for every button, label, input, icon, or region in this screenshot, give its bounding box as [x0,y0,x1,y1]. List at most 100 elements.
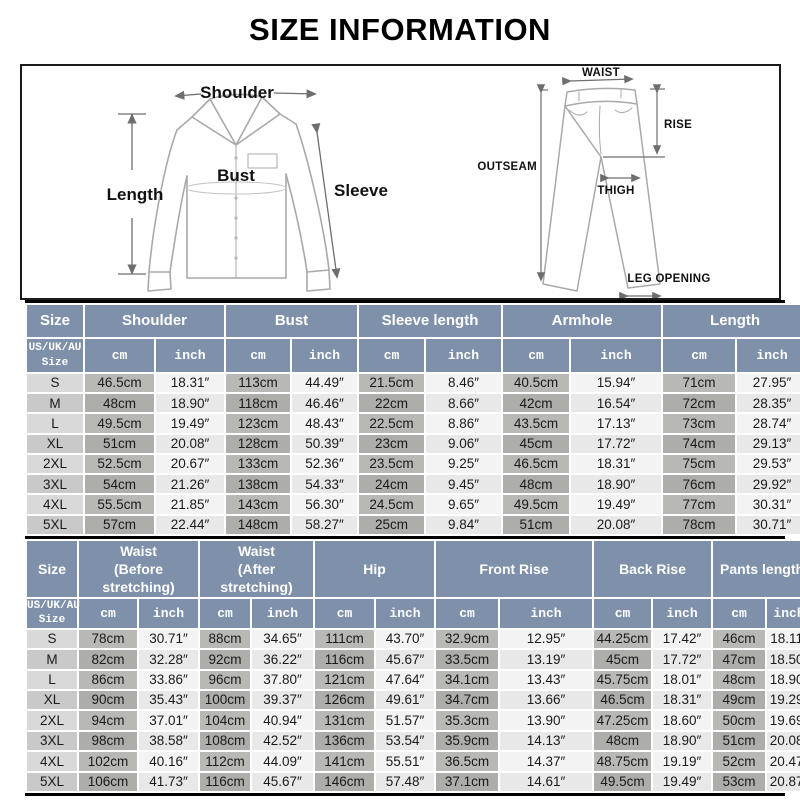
inch-value: 30.71″ [737,515,800,534]
inch-value: 13.19″ [500,650,593,669]
cm-value: 102cm [79,752,137,771]
unit-header-inch: inch [653,598,712,628]
cm-value: 46.5cm [503,454,570,474]
table-row: S 78cm 30.71″ 88cm 34.65″ 111cm 43.70″ 32.9cm 12… [27,629,800,649]
inch-value: 9.45″ [426,475,502,494]
inch-value: 29.53″ [737,454,800,474]
cm-value: 55.5cm [85,495,154,514]
inch-value: 34.65″ [252,629,314,649]
leg-opening-label: LEG OPENING [627,273,710,285]
inch-value: 9.06″ [426,434,502,453]
cm-value: 45cm [594,650,652,669]
cm-value: 133cm [226,454,291,474]
column-header: Waist (After stretching) [200,541,314,597]
cm-value: 22cm [359,394,425,413]
inch-value: 52.36″ [292,454,358,474]
shirt-buttons [234,156,238,260]
inch-value: 28.74″ [737,414,800,433]
unit-header-cm: cm [503,339,570,372]
inch-value: 13.90″ [500,711,593,730]
inch-value: 18.90″ [653,731,712,751]
inch-value: 33.86″ [139,670,199,690]
inch-value: 20.08″ [156,434,225,453]
column-header: Bust [226,305,358,338]
cm-value: 76cm [663,475,736,494]
inch-value: 45.67″ [252,772,314,791]
table-row: L 86cm 33.86″ 96cm 37.80″ 121cm 47.64″ 34.1cm 13… [27,670,800,690]
cm-value: 90cm [79,691,137,710]
inch-value: 58.27″ [292,515,358,534]
inch-value: 13.66″ [500,691,593,710]
size-cell: 5XL [27,772,77,791]
cm-value: 88cm [200,629,251,649]
column-header: Pants length [713,541,800,597]
table-row: M 48cm 18.90″ 118cm 46.46″ 22cm 8.66″ 42cm 16.54… [27,394,800,413]
cm-value: 74cm [663,434,736,453]
table-row: 3XL 54cm 21.26″ 138cm 54.33″ 24cm 9.45″ 48cm 18.… [27,475,800,494]
table-row: 5XL 57cm 22.44″ 148cm 58.27″ 25cm 9.84″ 51cm 20.… [27,515,800,534]
column-header: Sleeve length [359,305,502,338]
cm-value: 98cm [79,731,137,751]
unit-header-inch: inch [292,339,358,372]
inch-value: 32.28″ [139,650,199,669]
inch-value: 13.43″ [500,670,593,690]
unit-header-inch: inch [426,339,502,372]
column-header-size: Size [27,305,83,338]
inch-value: 9.25″ [426,454,502,474]
cm-value: 35.3cm [436,711,499,730]
inch-value: 17.72″ [571,434,662,453]
cm-value: 104cm [200,711,251,730]
cm-value: 45.75cm [594,670,652,690]
inch-value: 38.58″ [139,731,199,751]
cm-value: 36.5cm [436,752,499,771]
inch-value: 19.19″ [653,752,712,771]
cm-value: 49.5cm [85,414,154,433]
cm-value: 49.5cm [594,772,652,791]
cm-value: 47cm [713,650,766,669]
table-row: S 46.5cm 18.31″ 113cm 44.49″ 21.5cm 8.46″ 40.5c… [27,373,800,393]
rise-label: RISE [664,119,692,131]
outseam-label: OUTSEAM [477,161,537,173]
cm-value: 37.1cm [436,772,499,791]
size-cell: 3XL [27,731,77,751]
cm-value: 21.5cm [359,373,425,393]
unit-header-inch: inch [252,598,314,628]
inch-value: 17.42″ [653,629,712,649]
cm-value: 148cm [226,515,291,534]
cm-value: 141cm [315,752,375,771]
column-header: Hip [315,541,435,597]
inch-value: 42.52″ [252,731,314,751]
table-row: 4XL 55.5cm 21.85″ 143cm 56.30″ 24.5cm 9.65″ 49.… [27,495,800,514]
column-header: Armhole [503,305,662,338]
table-row: L 49.5cm 19.49″ 123cm 48.43″ 22.5cm 8.86″ 43.5c… [27,414,800,433]
inch-value: 22.44″ [156,515,225,534]
size-cell: M [27,650,77,669]
inch-value: 39.37″ [252,691,314,710]
inch-value: 57.48″ [376,772,435,791]
inch-value: 44.49″ [292,373,358,393]
sleeve-label: Sleeve [334,181,388,200]
cm-value: 75cm [663,454,736,474]
cm-value: 32.9cm [436,629,499,649]
unit-header-cm: cm [663,339,736,372]
cm-value: 143cm [226,495,291,514]
unit-header-inch: inch [500,598,593,628]
cm-value: 46.5cm [85,373,154,393]
cm-value: 116cm [315,650,375,669]
cm-value: 53cm [713,772,766,791]
inch-value: 18.11″ [767,629,800,649]
size-cell: S [27,373,83,393]
inch-value: 53.54″ [376,731,435,751]
cm-value: 126cm [315,691,375,710]
inch-value: 19.49″ [156,414,225,433]
tops-size-table: Size Shoulder Bust Sleeve length Armhole Leng… [25,303,800,536]
cm-value: 116cm [200,772,251,791]
unit-header-inch: inch [376,598,435,628]
cm-value: 128cm [226,434,291,453]
cm-value: 46.5cm [594,691,652,710]
cm-value: 113cm [226,373,291,393]
cm-value: 43.5cm [503,414,570,433]
table-row: M 82cm 32.28″ 92cm 36.22″ 116cm 45.67″ 33.5cm 13… [27,650,800,669]
column-header: Front Rise [436,541,593,597]
cm-value: 121cm [315,670,375,690]
